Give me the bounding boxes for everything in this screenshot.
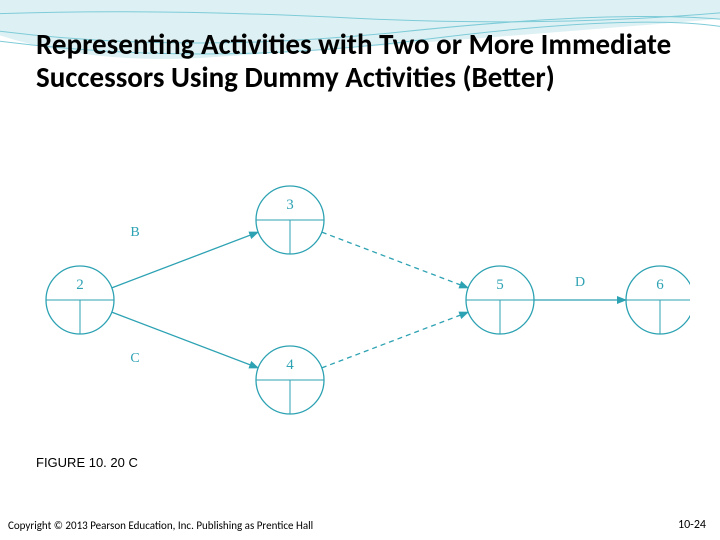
figure-label: FIGURE 10. 20 C: [36, 455, 138, 470]
edge: [322, 232, 468, 288]
edge-label: D: [575, 275, 585, 290]
node: 2: [46, 266, 114, 334]
node-label: 3: [286, 197, 294, 213]
edge-label: B: [130, 225, 139, 240]
node-label: 4: [286, 357, 294, 373]
activity-network-diagram: B C D 2 3 4 5 6: [30, 180, 690, 420]
page-number: 10-24: [678, 518, 706, 532]
node-label: 2: [76, 277, 84, 293]
edge: [322, 312, 468, 368]
node: 6: [626, 266, 690, 334]
page-title: Representing Activities with Two or More…: [36, 28, 684, 95]
node-label: 6: [656, 277, 664, 293]
node: 5: [466, 266, 534, 334]
edge: [112, 232, 258, 288]
edge-label: C: [130, 351, 139, 366]
node: 4: [256, 346, 324, 414]
copyright-text: Copyright © 2013 Pearson Education, Inc.…: [8, 519, 313, 532]
node: 3: [256, 186, 324, 254]
node-label: 5: [496, 277, 504, 293]
